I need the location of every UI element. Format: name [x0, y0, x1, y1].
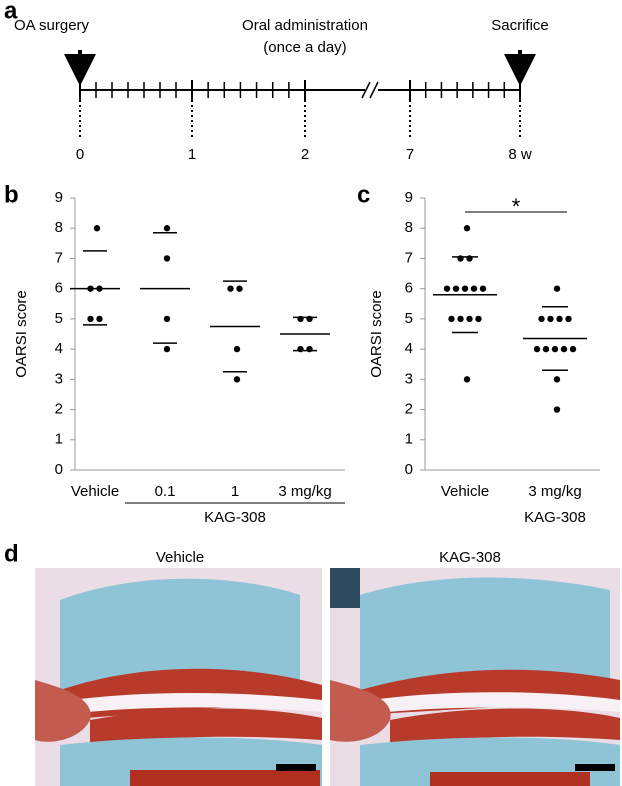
data-point: [479, 285, 487, 292]
timeline-tick-label: 0: [76, 146, 84, 163]
data-point: [463, 376, 471, 383]
timeline-tick-label: 1: [188, 146, 196, 163]
panel-letter: b: [4, 181, 19, 208]
y-tick-label: 2: [55, 401, 63, 418]
axis-break: [361, 81, 379, 99]
timeline-label: Sacrifice: [491, 17, 549, 34]
y-tick-label: 3: [55, 370, 63, 387]
data-point: [547, 315, 554, 323]
timeline: 0 1 2 7 8 w: [76, 80, 532, 163]
data-point: [533, 345, 541, 353]
y-tick-label: 4: [55, 340, 63, 357]
x-tick-label: 3 mg/kg: [278, 483, 331, 500]
timeline-tick-label: 7: [406, 146, 414, 163]
data-point: [448, 315, 455, 323]
data-point: [470, 285, 478, 292]
y-tick-label: 4: [405, 340, 413, 357]
y-tick-label: 2: [405, 401, 413, 418]
histology-images: [35, 568, 620, 786]
data-point: [233, 376, 241, 383]
data-point: [227, 285, 234, 292]
timeline-label: (once a day): [263, 39, 346, 56]
y-tick-label: 8: [405, 219, 413, 236]
data-point: [569, 345, 577, 353]
data-point: [538, 315, 545, 323]
image-title: KAG-308: [439, 549, 501, 566]
y-axis-label: OARSI score: [368, 290, 385, 378]
data-point: [556, 315, 563, 323]
timeline-label: OA surgery: [14, 17, 90, 34]
panel-letter: c: [357, 181, 370, 208]
timeline-label: Oral administration: [242, 17, 368, 34]
data-point: [93, 225, 101, 232]
panel-letter: a: [4, 0, 18, 24]
data-point: [163, 255, 171, 262]
y-tick-label: 8: [55, 219, 63, 236]
data-point: [553, 376, 561, 383]
data-point: [163, 315, 171, 323]
y-tick-label: 9: [405, 189, 413, 206]
timeline-tick-label: 2: [301, 146, 309, 163]
y-tick-label: 6: [55, 280, 63, 297]
data-point: [475, 315, 482, 323]
group-label: KAG-308: [204, 509, 266, 526]
y-tick-label: 9: [55, 189, 63, 206]
group-label: KAG-308: [524, 509, 586, 526]
data-point: [457, 315, 464, 323]
data-point: [551, 345, 559, 353]
y-axis-label: OARSI score: [13, 290, 30, 378]
data-point: [565, 315, 572, 323]
data-point: [163, 225, 171, 232]
y-tick-label: 5: [55, 310, 63, 327]
image-title: Vehicle: [156, 549, 204, 566]
data-point: [542, 345, 550, 353]
y-tick-label: 0: [55, 461, 63, 478]
y-tick-label: 5: [405, 310, 413, 327]
arrows: [64, 50, 536, 86]
data-point: [553, 406, 561, 413]
data-point: [236, 285, 243, 292]
y-tick-label: 7: [55, 249, 63, 266]
timeline-tick-label: 8 w: [508, 146, 532, 163]
x-tick-label: 3 mg/kg: [528, 483, 581, 500]
x-tick-label: Vehicle: [441, 483, 489, 500]
data-point: [443, 285, 451, 292]
data-point: [163, 345, 171, 353]
x-tick-label: 1: [231, 483, 239, 500]
panel-letter: d: [4, 540, 19, 567]
data-point: [466, 315, 473, 323]
x-tick-label: Vehicle: [71, 483, 119, 500]
data-point: [553, 285, 561, 292]
y-tick-label: 1: [405, 431, 413, 448]
data-point: [452, 285, 460, 292]
data-point: [463, 225, 471, 232]
y-tick-label: 7: [405, 249, 413, 266]
x-tick-label: 0.1: [155, 483, 176, 500]
data-point: [96, 315, 103, 323]
data-point: [560, 345, 568, 353]
data-point: [87, 315, 94, 323]
data-point: [233, 345, 241, 353]
y-tick-label: 3: [405, 370, 413, 387]
data-point: [461, 285, 469, 292]
y-tick-label: 1: [55, 431, 63, 448]
significance-mark: *: [512, 194, 521, 219]
y-tick-label: 6: [405, 280, 413, 297]
y-tick-label: 0: [405, 461, 413, 478]
